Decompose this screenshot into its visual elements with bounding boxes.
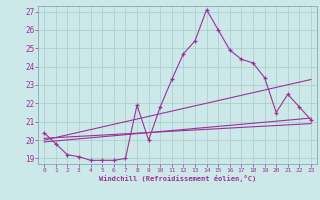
X-axis label: Windchill (Refroidissement éolien,°C): Windchill (Refroidissement éolien,°C) bbox=[99, 175, 256, 182]
